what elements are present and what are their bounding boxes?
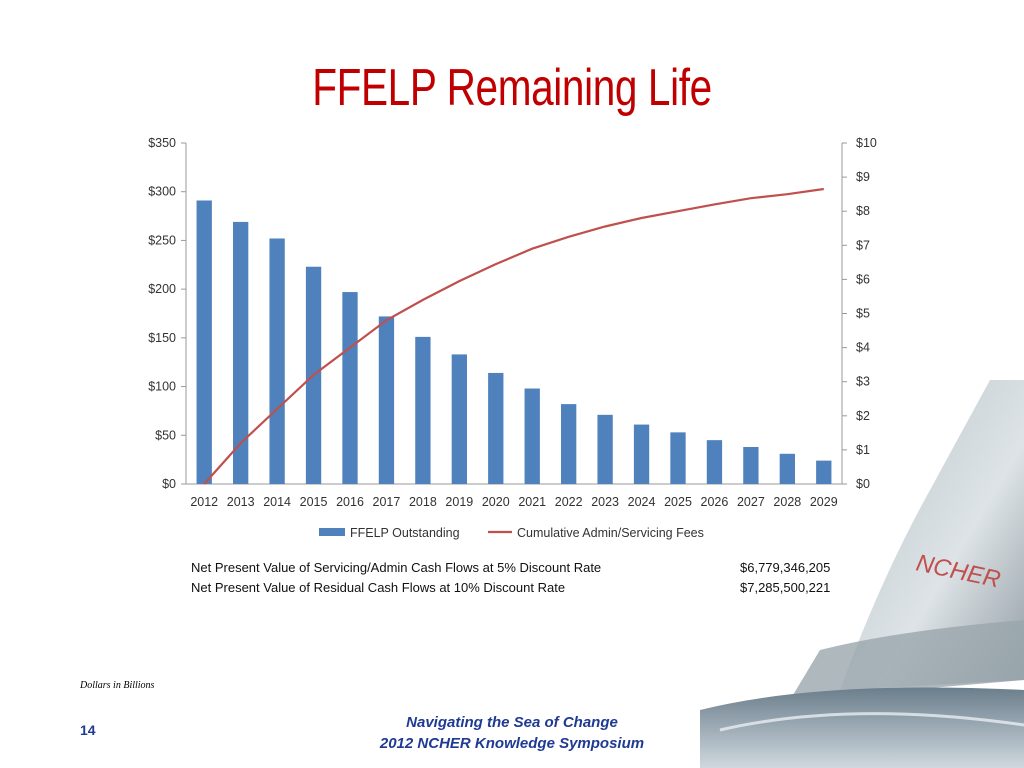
x-tick-label: 2015 bbox=[300, 495, 328, 509]
footer-line-1: Navigating the Sea of Change bbox=[406, 714, 618, 731]
bar-ffelp-outstanding bbox=[706, 440, 723, 484]
line-cumulative-fees bbox=[203, 187, 824, 485]
x-tick-label: 2028 bbox=[773, 495, 801, 509]
footer-line-2: 2012 NCHER Knowledge Symposium bbox=[379, 735, 645, 752]
bar-ffelp-outstanding bbox=[196, 200, 212, 485]
x-tick-label: 2025 bbox=[664, 495, 692, 509]
bar-ffelp-outstanding bbox=[233, 221, 249, 484]
bar-ffelp-outstanding bbox=[743, 446, 759, 484]
x-tick-label: 2012 bbox=[190, 495, 218, 509]
bar-ffelp-outstanding bbox=[779, 453, 795, 484]
right-tick-label: $6 bbox=[856, 272, 870, 286]
left-tick-label: $250 bbox=[148, 233, 176, 247]
left-tick-label: $150 bbox=[148, 331, 176, 345]
x-tick-label: 2023 bbox=[591, 495, 619, 509]
bar-ffelp-outstanding bbox=[561, 404, 577, 484]
x-tick-label: 2019 bbox=[445, 495, 473, 509]
bar-ffelp-outstanding bbox=[269, 238, 285, 484]
x-tick-label: 2016 bbox=[336, 495, 364, 509]
left-tick-label: $200 bbox=[148, 282, 176, 296]
x-tick-label: 2018 bbox=[409, 495, 437, 509]
x-tick-label: 2014 bbox=[263, 495, 291, 509]
x-tick-label: 2017 bbox=[373, 495, 401, 509]
x-tick-label: 2024 bbox=[628, 495, 656, 509]
bar-ffelp-outstanding bbox=[415, 336, 431, 484]
left-tick-label: $50 bbox=[155, 428, 176, 442]
bar-ffelp-outstanding bbox=[378, 316, 395, 484]
right-tick-label: $1 bbox=[856, 443, 870, 457]
npv-servicing-label: Net Present Value of Servicing/Admin Cas… bbox=[191, 560, 602, 575]
right-tick-label: $10 bbox=[856, 136, 877, 150]
npv-residual-label: Net Present Value of Residual Cash Flows… bbox=[191, 580, 566, 595]
legend-swatch-ffelp bbox=[319, 528, 345, 536]
slide-title: FFELP Remaining Life bbox=[312, 59, 712, 117]
sailboat-background-image: NCHER bbox=[700, 380, 1024, 768]
bar-ffelp-outstanding bbox=[597, 414, 613, 484]
left-tick-label: $350 bbox=[148, 136, 176, 150]
footnote: Dollars in Billions bbox=[80, 680, 155, 691]
left-tick-label: $300 bbox=[148, 185, 176, 199]
right-tick-label: $5 bbox=[856, 307, 870, 321]
bar-ffelp-outstanding bbox=[816, 460, 832, 484]
left-tick-label: $100 bbox=[148, 380, 176, 394]
right-tick-label: $8 bbox=[856, 204, 870, 218]
right-tick-label: $9 bbox=[856, 170, 870, 184]
legend-label-ffelp: FFELP Outstanding bbox=[350, 526, 460, 540]
right-tick-label: $2 bbox=[856, 409, 870, 423]
right-tick-label: $0 bbox=[856, 477, 870, 491]
bar-ffelp-outstanding bbox=[633, 424, 650, 484]
legend-label-fees: Cumulative Admin/Servicing Fees bbox=[517, 526, 704, 540]
bar-ffelp-outstanding bbox=[524, 388, 540, 484]
bar-ffelp-outstanding bbox=[342, 292, 358, 484]
x-tick-label: 2026 bbox=[701, 495, 729, 509]
left-tick-label: $0 bbox=[162, 477, 176, 491]
x-tick-label: 2021 bbox=[518, 495, 546, 509]
npv-residual-value: $7,285,500,221 bbox=[740, 580, 831, 595]
right-tick-label: $4 bbox=[856, 341, 870, 355]
bar-ffelp-outstanding bbox=[670, 432, 686, 484]
page-number: 14 bbox=[80, 722, 96, 738]
x-tick-label: 2027 bbox=[737, 495, 765, 509]
x-tick-label: 2029 bbox=[810, 495, 838, 509]
bar-ffelp-outstanding bbox=[451, 354, 467, 484]
npv-servicing-value: $6,779,346,205 bbox=[740, 560, 831, 575]
bar-ffelp-outstanding bbox=[488, 372, 504, 484]
x-tick-label: 2013 bbox=[227, 495, 255, 509]
right-tick-label: $3 bbox=[856, 375, 870, 389]
x-tick-label: 2020 bbox=[482, 495, 510, 509]
x-tick-label: 2022 bbox=[555, 495, 583, 509]
right-tick-label: $7 bbox=[856, 238, 870, 252]
